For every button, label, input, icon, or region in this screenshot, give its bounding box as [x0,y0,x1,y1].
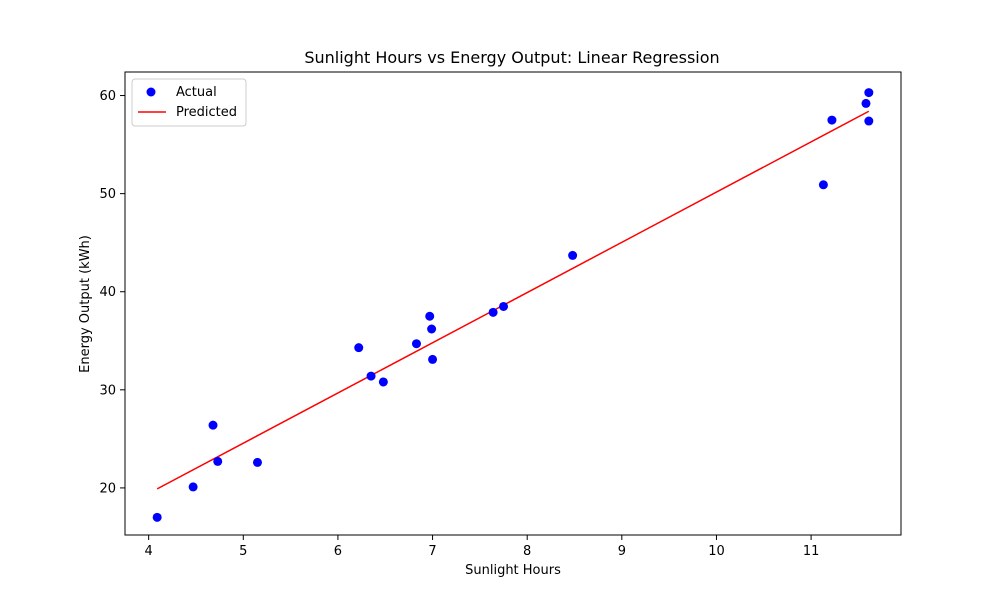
y-tick-label: 20 [99,481,116,496]
plot-frame [124,71,902,536]
plot-area: 4 5 6 7 8 9 10 11 20 30 40 50 60 [99,71,902,559]
x-tick-label: 9 [618,544,626,559]
actual-series [152,88,874,522]
actual-point [366,371,376,381]
x-tick-label: 4 [145,544,153,559]
y-tick-label: 50 [99,187,116,202]
y-axis: 20 30 40 50 60 [99,89,125,496]
x-axis: 4 5 6 7 8 9 10 11 [145,535,820,559]
actual-point [864,116,874,126]
x-tick-label: 11 [803,544,820,559]
x-tick-label: 5 [239,544,247,559]
y-tick-label: 40 [99,285,116,300]
actual-point [861,98,871,108]
y-tick-label: 60 [99,89,116,104]
chart-title: Sunlight Hours vs Energy Output: Linear … [304,48,719,67]
actual-point [818,180,828,190]
legend: Actual Predicted [131,78,247,127]
actual-point [252,457,262,467]
x-tick-label: 6 [334,544,342,559]
actual-point [499,301,509,311]
actual-point [425,311,435,321]
y-axis-label: Energy Output (kWh) [78,235,93,373]
actual-point [378,377,388,387]
actual-point [411,339,421,349]
actual-point [213,456,223,466]
y-tick-label: 30 [99,383,116,398]
x-tick-label: 10 [708,544,725,559]
actual-point [827,115,837,125]
actual-point [354,343,364,353]
actual-point [428,354,438,364]
x-axis-label: Sunlight Hours [465,563,561,578]
actual-point [188,482,198,492]
actual-point [488,307,498,317]
actual-point [568,250,578,260]
legend-predicted-label: Predicted [176,105,237,120]
predicted-series [156,110,870,490]
actual-point [152,512,162,522]
actual-point [864,88,874,98]
legend-frame [131,78,247,127]
actual-point [427,324,437,334]
actual-point [208,420,218,430]
legend-actual-label: Actual [176,85,217,100]
predicted-line [156,110,870,490]
x-tick-label: 7 [428,544,436,559]
x-tick-label: 8 [523,544,531,559]
legend-actual-marker [146,87,156,97]
